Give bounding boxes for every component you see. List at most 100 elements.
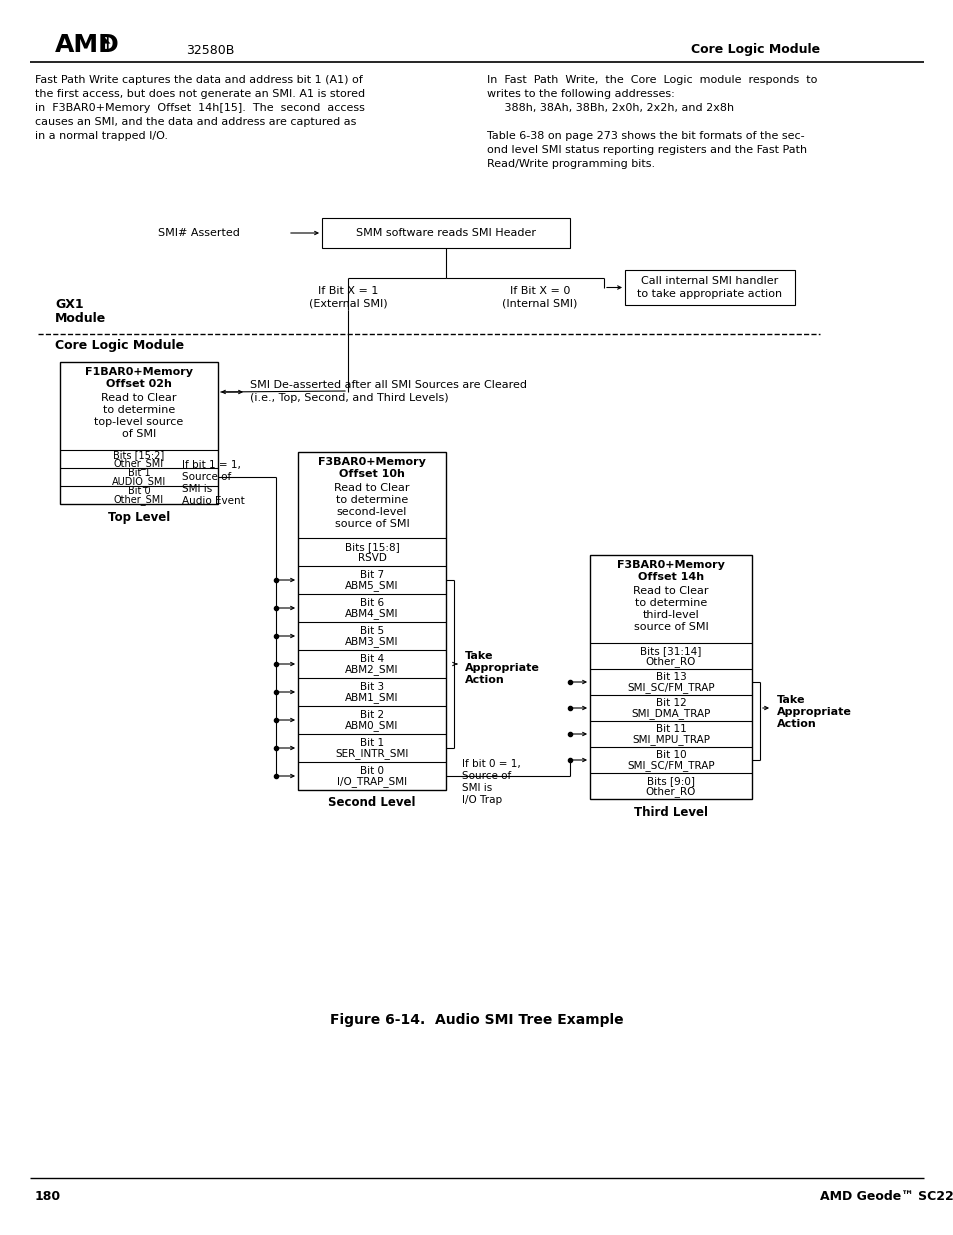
Text: of SMI: of SMI xyxy=(122,429,156,438)
Text: I/O Trap: I/O Trap xyxy=(461,795,501,805)
Text: Bit 10: Bit 10 xyxy=(655,750,685,760)
Text: Audio Event: Audio Event xyxy=(182,496,245,506)
Text: Bit 1: Bit 1 xyxy=(359,739,384,748)
Text: Read/Write programming bits.: Read/Write programming bits. xyxy=(486,159,655,169)
Bar xyxy=(624,270,794,305)
Text: In  Fast  Path  Write,  the  Core  Logic  module  responds  to: In Fast Path Write, the Core Logic modul… xyxy=(486,75,817,85)
Text: Bit 2: Bit 2 xyxy=(359,710,384,720)
Text: Bit 4: Bit 4 xyxy=(359,655,384,664)
Bar xyxy=(60,362,218,504)
Text: Fast Path Write captures the data and address bit 1 (A1) of: Fast Path Write captures the data and ad… xyxy=(35,75,362,85)
Text: Offset 14h: Offset 14h xyxy=(638,572,703,582)
Text: ABM4_SMI: ABM4_SMI xyxy=(345,609,398,620)
Text: in  F3BAR0+Memory  Offset  14h[15].  The  second  access: in F3BAR0+Memory Offset 14h[15]. The sec… xyxy=(35,103,364,112)
Text: ABM0_SMI: ABM0_SMI xyxy=(345,720,398,731)
Text: AUDIO_SMI: AUDIO_SMI xyxy=(112,477,166,488)
Text: Bit 11: Bit 11 xyxy=(655,724,685,734)
Text: causes an SMI, and the data and address are captured as: causes an SMI, and the data and address … xyxy=(35,117,356,127)
Text: Second Level: Second Level xyxy=(328,797,416,809)
Text: the first access, but does not generate an SMI. A1 is stored: the first access, but does not generate … xyxy=(35,89,365,99)
Text: Bit 3: Bit 3 xyxy=(359,682,384,692)
Text: Bits [9:0]: Bits [9:0] xyxy=(646,776,695,785)
Text: Bit 6: Bit 6 xyxy=(359,598,384,608)
Text: source of SMI: source of SMI xyxy=(633,622,708,632)
Text: AMD: AMD xyxy=(55,33,120,57)
Text: (Internal SMI): (Internal SMI) xyxy=(502,299,578,309)
Text: F1BAR0+Memory: F1BAR0+Memory xyxy=(85,367,193,377)
Text: Bits [31:14]: Bits [31:14] xyxy=(639,646,701,656)
Text: source of SMI: source of SMI xyxy=(335,519,409,529)
Text: Bit 12: Bit 12 xyxy=(655,698,685,708)
Text: Read to Clear: Read to Clear xyxy=(633,585,708,597)
Text: If bit 0 = 1,: If bit 0 = 1, xyxy=(461,760,520,769)
Text: ABM2_SMI: ABM2_SMI xyxy=(345,664,398,676)
Text: Bits [15:2]: Bits [15:2] xyxy=(113,450,165,459)
Text: If bit 1 = 1,: If bit 1 = 1, xyxy=(182,459,240,471)
Text: GX1: GX1 xyxy=(55,298,84,310)
Bar xyxy=(322,219,569,248)
Text: SMM software reads SMI Header: SMM software reads SMI Header xyxy=(355,228,536,238)
Text: writes to the following addresses:: writes to the following addresses: xyxy=(486,89,674,99)
Text: Bit 5: Bit 5 xyxy=(359,626,384,636)
Text: SMI De-asserted after all SMI Sources are Cleared: SMI De-asserted after all SMI Sources ar… xyxy=(250,380,526,390)
Text: Read to Clear: Read to Clear xyxy=(101,393,176,403)
Text: ABM1_SMI: ABM1_SMI xyxy=(345,693,398,704)
Text: top-level source: top-level source xyxy=(94,417,183,427)
Text: SMI# Asserted: SMI# Asserted xyxy=(158,228,239,238)
Text: Call internal SMI handler: Call internal SMI handler xyxy=(640,275,778,287)
Text: Offset 10h: Offset 10h xyxy=(338,469,404,479)
Text: Table 6-38 on page 273 shows the bit formats of the sec-: Table 6-38 on page 273 shows the bit for… xyxy=(486,131,803,141)
Text: SMI is: SMI is xyxy=(461,783,492,793)
Text: 180: 180 xyxy=(35,1189,61,1203)
Text: Bits [15:8]: Bits [15:8] xyxy=(344,542,399,552)
Text: RSVD: RSVD xyxy=(357,553,386,563)
Bar xyxy=(589,555,751,799)
Text: Third Level: Third Level xyxy=(634,805,707,819)
Bar xyxy=(297,452,446,790)
Text: in a normal trapped I/O.: in a normal trapped I/O. xyxy=(35,131,168,141)
Text: Core Logic Module: Core Logic Module xyxy=(690,43,820,57)
Text: |: | xyxy=(104,36,110,52)
Text: ◣: ◣ xyxy=(101,32,111,44)
Text: Source of: Source of xyxy=(182,472,231,482)
Text: Source of: Source of xyxy=(461,771,511,781)
Text: SMI_DMA_TRAP: SMI_DMA_TRAP xyxy=(631,709,710,720)
Text: to take appropriate action: to take appropriate action xyxy=(637,289,781,299)
Text: Action: Action xyxy=(776,719,816,729)
Text: Other_SMI: Other_SMI xyxy=(113,458,164,469)
Text: Read to Clear: Read to Clear xyxy=(334,483,410,493)
Text: to determine: to determine xyxy=(335,495,408,505)
Text: SMI_MPU_TRAP: SMI_MPU_TRAP xyxy=(631,735,709,746)
Text: 388h, 38Ah, 38Bh, 2x0h, 2x2h, and 2x8h: 388h, 38Ah, 38Bh, 2x0h, 2x2h, and 2x8h xyxy=(486,103,734,112)
Text: Offset 02h: Offset 02h xyxy=(106,379,172,389)
Text: Bit 0: Bit 0 xyxy=(128,487,151,496)
Text: SMI_SC/FM_TRAP: SMI_SC/FM_TRAP xyxy=(626,683,714,694)
Text: Top Level: Top Level xyxy=(108,510,170,524)
Text: second-level: second-level xyxy=(336,508,407,517)
Text: Core Logic Module: Core Logic Module xyxy=(55,338,184,352)
Text: If Bit X = 0: If Bit X = 0 xyxy=(509,287,570,296)
Text: ond level SMI status reporting registers and the Fast Path: ond level SMI status reporting registers… xyxy=(486,144,806,156)
Text: Bit 7: Bit 7 xyxy=(359,571,384,580)
Text: (i.e., Top, Second, and Third Levels): (i.e., Top, Second, and Third Levels) xyxy=(250,393,448,403)
Text: Bit 0: Bit 0 xyxy=(359,766,384,776)
Text: Bit 1: Bit 1 xyxy=(128,468,151,478)
Text: AMD Geode™ SC2200  Processor Data Book: AMD Geode™ SC2200 Processor Data Book xyxy=(820,1189,953,1203)
Text: Appropriate: Appropriate xyxy=(776,706,851,718)
Text: Module: Module xyxy=(55,311,106,325)
Text: F3BAR0+Memory: F3BAR0+Memory xyxy=(317,457,425,467)
Text: third-level: third-level xyxy=(642,610,699,620)
Text: to determine: to determine xyxy=(103,405,175,415)
Text: Other_RO: Other_RO xyxy=(645,787,696,798)
Text: Figure 6-14.  Audio SMI Tree Example: Figure 6-14. Audio SMI Tree Example xyxy=(330,1013,623,1028)
Text: I/O_TRAP_SMI: I/O_TRAP_SMI xyxy=(336,777,407,788)
Text: 32580B: 32580B xyxy=(186,43,233,57)
Text: Take: Take xyxy=(776,695,804,705)
Text: Other_RO: Other_RO xyxy=(645,657,696,667)
Text: to determine: to determine xyxy=(634,598,706,608)
Text: Bit 13: Bit 13 xyxy=(655,672,685,682)
Text: Other_SMI: Other_SMI xyxy=(113,494,164,505)
Text: Appropriate: Appropriate xyxy=(464,663,539,673)
Text: SMI_SC/FM_TRAP: SMI_SC/FM_TRAP xyxy=(626,761,714,772)
Text: F3BAR0+Memory: F3BAR0+Memory xyxy=(617,559,724,571)
